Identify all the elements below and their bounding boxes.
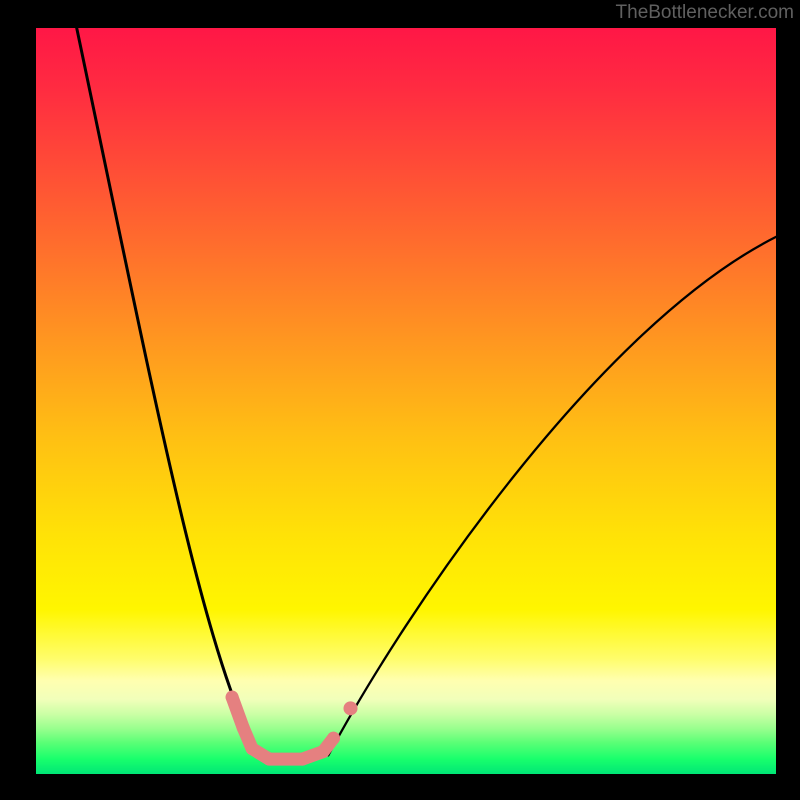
marker-dot: [327, 732, 340, 745]
marker-dot: [263, 753, 276, 766]
marker-dot: [237, 721, 250, 734]
marker-dot: [317, 745, 330, 758]
data-markers: [36, 28, 776, 774]
chart-container: TheBottlenecker.com: [0, 0, 800, 800]
marker-dot-single: [344, 701, 358, 715]
plot-area: [36, 28, 776, 774]
marker-dot: [296, 753, 309, 766]
watermark-text: TheBottlenecker.com: [616, 2, 794, 24]
marker-dot: [226, 691, 239, 704]
marker-dot: [246, 742, 259, 755]
